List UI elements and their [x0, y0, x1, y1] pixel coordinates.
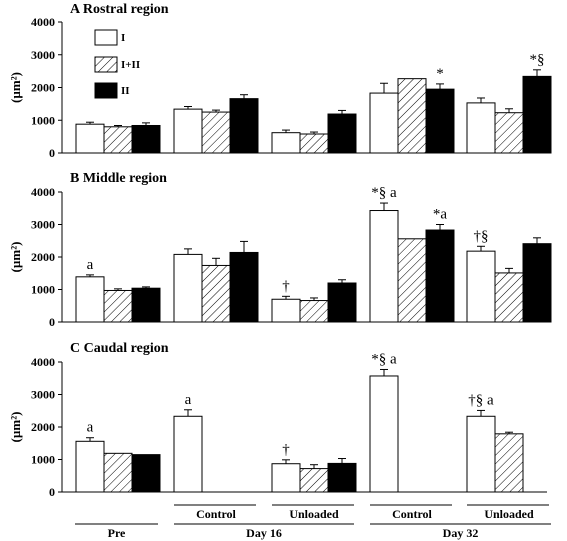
bar-c-g2-iplusii: [299, 468, 329, 493]
y-tick-label: 0: [49, 315, 55, 329]
bar-b-g2-i: [271, 298, 301, 323]
bar-b-g3-i: [369, 210, 399, 323]
y-tick-label: 3000: [31, 388, 55, 402]
bar-b-g1-iplusii: [201, 264, 231, 323]
bar-b-g0-iplusii: [103, 289, 133, 323]
group-label: Unloaded: [289, 507, 339, 521]
significance-mark: a: [87, 257, 94, 273]
y-tick-label: 0: [49, 146, 55, 160]
bar-c-g4-iplusii: [494, 433, 524, 493]
period-label: Day 32: [443, 526, 479, 540]
bar-a-g1-iplusii: [201, 111, 231, 154]
y-tick-label: 2000: [31, 81, 55, 95]
significance-mark: *§ a: [371, 185, 397, 201]
group-label: Control: [392, 507, 432, 521]
significance-mark: †§: [474, 228, 489, 244]
panels: A Rostral region 0 1000 2000 3000 4000 (µm²) * *…: [8, 2, 552, 499]
bar-a-g2-iplusii: [299, 133, 329, 154]
bar-a-g0-ii: [131, 124, 161, 154]
y-tick-label: 2000: [31, 250, 55, 264]
y-axis-label: (µm²): [8, 72, 23, 103]
period-label: Day 16: [246, 526, 282, 540]
legend: I I+II II: [94, 29, 140, 99]
bar-a-g4-iplusii: [494, 112, 524, 154]
y-tick-label: 3000: [31, 48, 55, 62]
y-tick-label: 4000: [31, 185, 55, 199]
significance-mark: †§ a: [468, 392, 494, 408]
significance-mark: †: [282, 442, 290, 458]
y-tick-label: 1000: [31, 453, 55, 467]
bar-c-g2-i: [271, 463, 301, 493]
y-tick-label: 4000: [31, 355, 55, 369]
group-axis: Control Unloaded Control Unloaded Pre Day 16 D…: [75, 504, 551, 540]
panel-a: A Rostral region 0 1000 2000 3000 4000 (µm²) * *…: [8, 2, 552, 160]
significance-mark: †: [282, 278, 290, 294]
bar-b-g2-ii: [327, 282, 357, 323]
legend-label: I: [121, 32, 125, 44]
panel-title: B Middle region: [70, 171, 167, 186]
panel-b: B Middle region 0 1000 2000 3000 4000 (µm²) a † *…: [8, 171, 552, 329]
bar-a-g2-ii: [327, 113, 357, 154]
bar-a-g2-i: [271, 132, 301, 154]
bar-a-g4-i: [466, 102, 496, 154]
y-tick-label: 0: [49, 485, 55, 499]
group-label: Unloaded: [484, 507, 534, 521]
y-tick-label: 2000: [31, 420, 55, 434]
period-label: Pre: [108, 526, 126, 540]
bar-b-g1-ii: [229, 251, 259, 323]
panel-title: C Caudal region: [70, 341, 169, 356]
bar-a-g3-ii: [425, 88, 455, 154]
panel-title: A Rostral region: [70, 2, 169, 17]
bar-c-g4-i: [466, 415, 496, 493]
bar-c-g2-ii: [327, 462, 357, 493]
legend-label: I+II: [121, 59, 140, 71]
bar-a-g3-iplusii: [397, 78, 427, 154]
group-label: Control: [196, 507, 236, 521]
bar-a-g3-i: [369, 92, 399, 154]
legend-swatch: [94, 82, 118, 99]
significance-mark: *§: [530, 52, 545, 68]
bar-a-g4-ii: [522, 75, 552, 154]
significance-mark: *: [436, 66, 444, 82]
y-tick-label: 1000: [31, 283, 55, 297]
bar-b-g3-ii: [425, 229, 455, 323]
bar-c-g1-i: [173, 415, 203, 493]
bar-b-g0-ii: [131, 287, 161, 323]
legend-label: II: [121, 85, 130, 97]
bar-a-g0-i: [75, 123, 105, 154]
bar-c-g0-ii: [131, 454, 161, 493]
bar-b-g3-iplusii: [397, 238, 427, 323]
bar-b-g4-i: [466, 250, 496, 323]
y-tick-label: 3000: [31, 218, 55, 232]
bar-c-g0-i: [75, 440, 105, 493]
y-axis-label: (µm²): [8, 412, 23, 443]
significance-mark: *a: [433, 207, 448, 223]
legend-swatch: [94, 29, 118, 46]
bar-b-g4-iplusii: [494, 272, 524, 323]
bar-b-g4-ii: [522, 243, 552, 323]
panel-c: C Caudal region 0 1000 2000 3000 4000 (µm²) a a †…: [8, 341, 547, 499]
y-axis-label: (µm²): [8, 242, 23, 273]
y-tick-label: 4000: [31, 15, 55, 29]
bar-b-g1-i: [173, 253, 203, 323]
bar-a-g1-ii: [229, 98, 259, 154]
bar-b-g0-i: [75, 276, 105, 323]
bar-a-g1-i: [173, 108, 203, 154]
bar-c-g3-i: [369, 375, 399, 493]
bar-a-g0-iplusii: [103, 126, 133, 154]
significance-mark: *§ a: [371, 351, 397, 367]
legend-swatch: [94, 56, 118, 73]
significance-mark: a: [87, 420, 94, 436]
y-tick-label: 1000: [31, 113, 55, 127]
bar-c-g0-iplusii: [103, 452, 133, 493]
significance-mark: a: [185, 392, 192, 408]
bar-b-g2-iplusii: [299, 300, 329, 323]
